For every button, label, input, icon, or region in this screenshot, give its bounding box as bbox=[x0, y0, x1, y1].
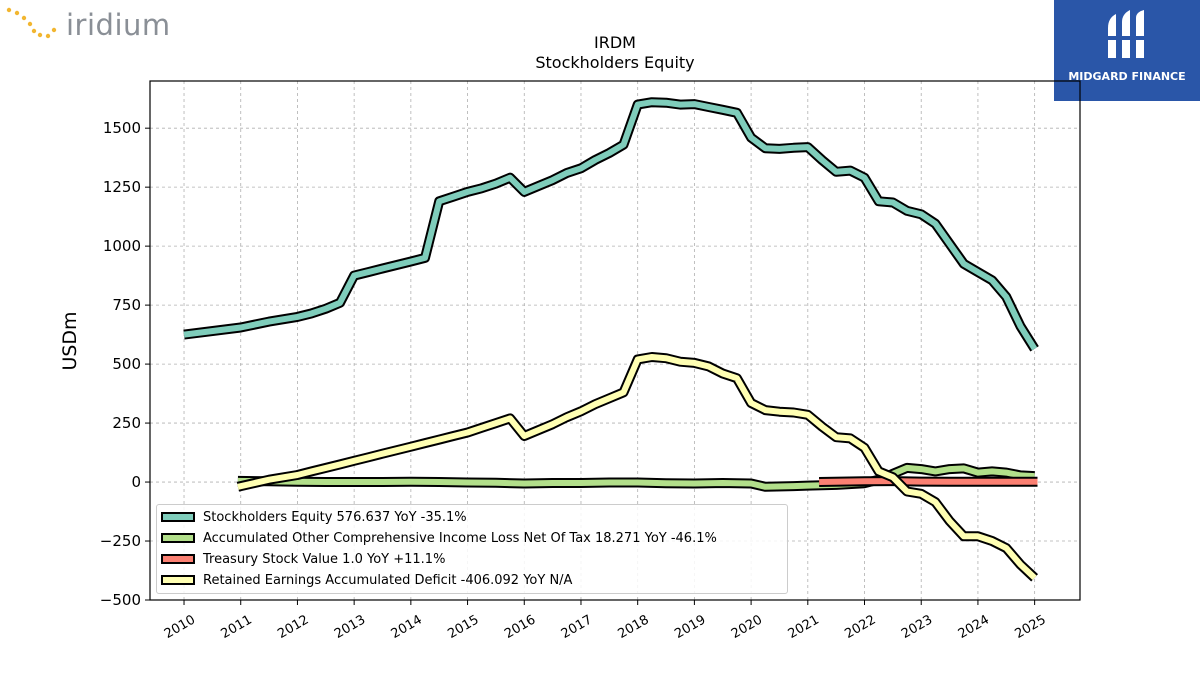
x-tick-label: 2014 bbox=[389, 612, 425, 642]
y-tick-label: 250 bbox=[112, 414, 141, 432]
series-accumulated-other-comprehensive-income-loss-net-of-tax bbox=[237, 462, 1035, 492]
y-tick-label: 1500 bbox=[103, 119, 141, 137]
legend-swatch bbox=[161, 575, 195, 585]
x-tick-label: 2020 bbox=[729, 612, 765, 642]
plot-frame bbox=[149, 80, 1081, 601]
legend-label: Retained Earnings Accumulated Deficit -4… bbox=[203, 572, 573, 588]
iridium-dots-icon bbox=[6, 7, 57, 39]
y-tick-label: 1000 bbox=[103, 237, 141, 255]
x-tick-label: 2012 bbox=[275, 612, 311, 642]
legend-swatch bbox=[161, 533, 195, 543]
legend-item-treasury-stock: Treasury Stock Value 1.0 YoY +11.1% bbox=[161, 550, 445, 568]
midgard-emblem-icon bbox=[1104, 10, 1150, 58]
y-tick-label: 500 bbox=[112, 355, 141, 373]
y-tick-label: 1250 bbox=[103, 178, 141, 196]
x-tick-label: 2011 bbox=[219, 612, 255, 642]
chart-legend: Stockholders Equity 576.637 YoY -35.1% A… bbox=[156, 504, 788, 594]
chart-subtitle: Stockholders Equity bbox=[535, 53, 695, 72]
iridium-wordmark: iridium bbox=[66, 8, 171, 42]
x-tick-label: 2019 bbox=[672, 612, 708, 642]
x-tick-label: 2010 bbox=[162, 612, 198, 642]
x-tick-label: 2024 bbox=[956, 612, 992, 642]
legend-label: Treasury Stock Value 1.0 YoY +11.1% bbox=[203, 551, 446, 567]
legend-label: Accumulated Other Comprehensive Income L… bbox=[203, 530, 717, 546]
x-tick-label: 2017 bbox=[559, 612, 595, 642]
x-tick-label: 2025 bbox=[1012, 612, 1048, 642]
chart-title: IRDM bbox=[594, 33, 636, 52]
y-tick-label: −250 bbox=[100, 532, 141, 550]
series-line bbox=[237, 354, 1037, 580]
iridium-logo: iridium bbox=[6, 6, 196, 46]
series-line bbox=[237, 464, 1035, 490]
x-tick-label: 2016 bbox=[502, 612, 538, 642]
series-treasury-stock-value bbox=[819, 476, 1038, 487]
x-tick-label: 2023 bbox=[899, 612, 935, 642]
midgard-finance-name: MIDGARD FINANCE bbox=[1068, 70, 1186, 83]
series-retained-earnings-accumulated-deficit bbox=[236, 352, 1039, 582]
series-line bbox=[819, 478, 1038, 485]
x-tick-label: 2018 bbox=[616, 612, 652, 642]
y-tick-label: −500 bbox=[100, 591, 141, 609]
legend-label: Stockholders Equity 576.637 YoY -35.1% bbox=[203, 509, 467, 525]
x-tick-label: 2015 bbox=[445, 612, 481, 642]
y-tick-label: 0 bbox=[131, 473, 141, 491]
y-tick-label: 750 bbox=[112, 296, 141, 314]
x-tick-label: 2021 bbox=[786, 612, 822, 642]
x-tick-label: 2022 bbox=[842, 612, 878, 642]
series-line bbox=[183, 99, 1038, 351]
legend-item-stockholders-equity: Stockholders Equity 576.637 YoY -35.1% bbox=[161, 508, 467, 526]
legend-item-retained-earnings: Retained Earnings Accumulated Deficit -4… bbox=[161, 571, 572, 589]
legend-swatch bbox=[161, 512, 195, 522]
midgard-finance-logo: MIDGARD FINANCE bbox=[1054, 0, 1200, 101]
x-tick-label: 2013 bbox=[332, 612, 368, 642]
y-axis-label: USDm bbox=[59, 311, 81, 370]
legend-swatch bbox=[161, 554, 195, 564]
series-stockholders-equity bbox=[183, 97, 1039, 352]
legend-item-aoci: Accumulated Other Comprehensive Income L… bbox=[161, 529, 717, 547]
